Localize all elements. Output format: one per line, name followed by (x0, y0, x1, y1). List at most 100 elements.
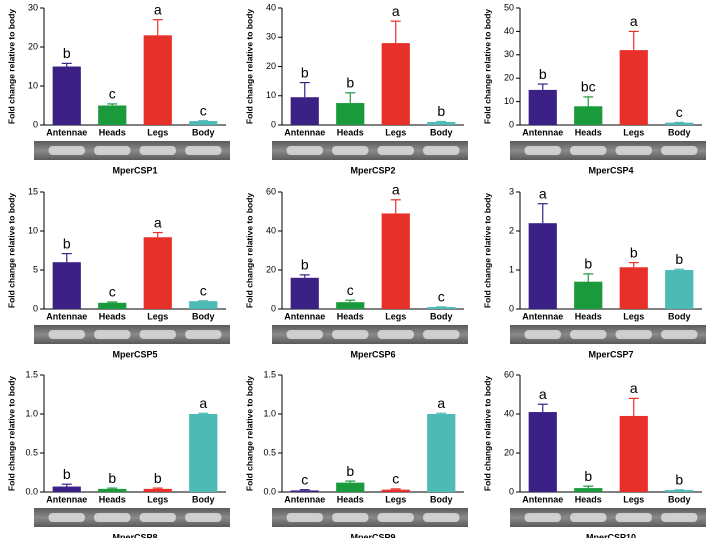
y-tick-label: 40 (266, 225, 276, 235)
y-tick-label: 60 (266, 186, 276, 196)
significance-letter: c (200, 102, 207, 118)
y-tick-label: 3 (509, 186, 514, 196)
chart-title: MperCSP10 (586, 532, 636, 538)
gel-band (570, 146, 607, 155)
bar (619, 50, 648, 126)
gel-band (94, 146, 131, 155)
y-axis-label: Fold change relative to body (6, 193, 16, 309)
gel-band (286, 513, 323, 522)
gel-band (185, 513, 222, 522)
y-tick-label: 0.0 (263, 486, 276, 496)
x-tick-label: Heads (337, 127, 364, 137)
x-tick-label: Legs (147, 494, 168, 504)
y-tick-label: 0 (509, 119, 514, 129)
gel-band (332, 146, 369, 155)
x-tick-label: Body (430, 127, 453, 137)
gel-band (423, 330, 460, 339)
bar (189, 301, 218, 309)
bar (98, 105, 127, 125)
bar (290, 277, 319, 309)
bar (290, 97, 319, 125)
chart-title: MperCSP2 (350, 165, 395, 175)
bar (336, 302, 365, 309)
significance-letter: c (347, 282, 354, 298)
chart-title: MperCSP7 (588, 349, 633, 359)
significance-letter: b (630, 244, 638, 260)
y-tick-label: 10 (28, 225, 38, 235)
x-tick-label: Legs (147, 311, 168, 321)
gel-band (286, 146, 323, 155)
gel-band (48, 513, 85, 522)
gel-band (139, 513, 176, 522)
x-tick-label: Body (192, 127, 215, 137)
gel-image (510, 141, 706, 160)
y-axis-label: Fold change relative to body (6, 9, 16, 125)
x-tick-label: Legs (623, 127, 644, 137)
gel-band (661, 330, 698, 339)
x-tick-label: Body (430, 311, 453, 321)
significance-letter: a (392, 3, 400, 19)
significance-letter: a (154, 214, 162, 230)
chart-title: MperCSP9 (350, 532, 395, 538)
x-tick-label: Heads (337, 494, 364, 504)
x-tick-label: Heads (99, 127, 126, 137)
y-tick-label: 20 (266, 61, 276, 71)
significance-letter: a (199, 395, 207, 411)
significance-letter: c (676, 104, 683, 120)
x-tick-label: Antennae (46, 127, 87, 137)
gel-band (661, 146, 698, 155)
gel-image (34, 508, 230, 527)
y-tick-label: 0.0 (25, 486, 38, 496)
gel-image (272, 325, 468, 344)
gel-band (615, 146, 652, 155)
y-tick-label: 20 (504, 447, 514, 457)
x-tick-label: Legs (385, 494, 406, 504)
x-tick-label: Body (668, 311, 691, 321)
y-tick-label: 10 (28, 80, 38, 90)
x-tick-label: Heads (575, 127, 602, 137)
y-axis-label: Fold change relative to body (244, 9, 254, 125)
gel-image (272, 508, 468, 527)
x-tick-label: Heads (575, 494, 602, 504)
y-tick-label: 1 (509, 264, 514, 274)
y-tick-label: 10 (266, 90, 276, 100)
y-tick-label: 30 (28, 2, 38, 12)
significance-letter: b (584, 468, 592, 484)
significance-letter: bc (581, 79, 596, 95)
chart-title: MperCSP1 (112, 165, 157, 175)
gel-band (48, 330, 85, 339)
gel-band (423, 146, 460, 155)
gel-band (48, 146, 85, 155)
x-tick-label: Legs (623, 494, 644, 504)
significance-letter: b (108, 470, 116, 486)
bar (427, 122, 456, 125)
significance-letter: b (301, 64, 309, 80)
y-axis-label: Fold change relative to body (482, 193, 492, 309)
gel-band (377, 146, 414, 155)
x-tick-label: Body (192, 494, 215, 504)
x-tick-label: Antennae (46, 494, 87, 504)
y-tick-label: 15 (28, 186, 38, 196)
y-tick-label: 30 (266, 32, 276, 42)
y-tick-label: 5 (33, 264, 38, 274)
significance-letter: a (630, 13, 638, 29)
gel-image (510, 325, 706, 344)
significance-letter: b (584, 256, 592, 272)
gel-band (185, 146, 222, 155)
y-axis-label: Fold change relative to body (6, 376, 16, 492)
bar (381, 489, 410, 492)
significance-letter: b (63, 45, 71, 61)
bar (381, 213, 410, 309)
y-tick-label: 60 (504, 369, 514, 379)
significance-letter: b (675, 251, 683, 267)
x-tick-label: Legs (385, 127, 406, 137)
bar (574, 106, 603, 125)
x-tick-label: Antennae (284, 311, 325, 321)
gel-band (423, 513, 460, 522)
y-axis-label: Fold change relative to body (482, 376, 492, 492)
x-tick-label: Heads (337, 311, 364, 321)
bar (381, 43, 410, 125)
y-tick-label: 0 (271, 303, 276, 313)
gel-band (94, 330, 131, 339)
x-tick-label: Antennae (46, 311, 87, 321)
